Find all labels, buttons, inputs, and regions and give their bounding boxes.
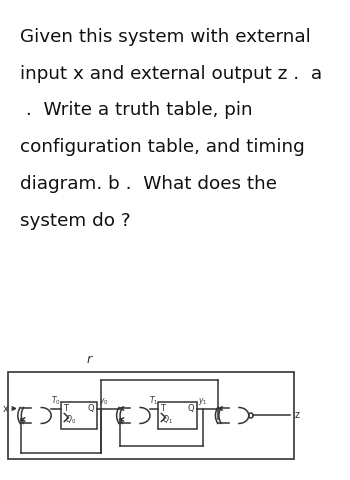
Text: T: T [63, 404, 68, 412]
Text: Q: Q [187, 404, 194, 412]
Text: $T_0$: $T_0$ [51, 395, 61, 407]
Text: diagram. b .  What does the: diagram. b . What does the [20, 175, 276, 193]
Text: z: z [294, 410, 300, 420]
Text: $Q_1$: $Q_1$ [162, 414, 173, 426]
Text: system do ?: system do ? [20, 212, 130, 230]
Text: Q: Q [88, 404, 94, 412]
Bar [61, 402, 97, 430]
Text: x: x [3, 404, 8, 413]
Text: Given this system with external: Given this system with external [20, 28, 310, 46]
Text: r: r [86, 353, 92, 366]
Text: $Q_0$: $Q_0$ [65, 414, 76, 426]
Bar [158, 402, 197, 430]
Text: $y_1$: $y_1$ [198, 396, 208, 407]
Text: T: T [161, 404, 166, 412]
Text: input x and external output z .  a: input x and external output z . a [20, 64, 322, 83]
Text: $T_1$: $T_1$ [149, 395, 159, 407]
Text: configuration table, and timing: configuration table, and timing [20, 138, 304, 156]
Bar [8, 372, 294, 459]
Text: $y_0$: $y_0$ [99, 396, 108, 407]
Text: .  Write a truth table, pin: . Write a truth table, pin [20, 101, 252, 120]
